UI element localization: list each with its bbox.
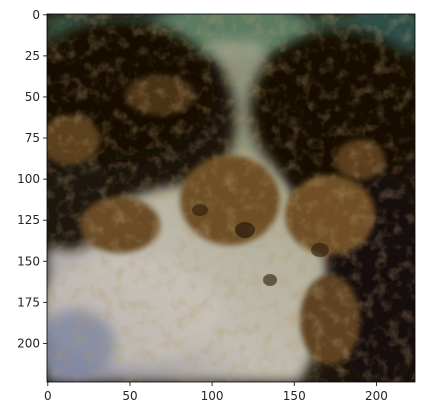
x-tick-label: 0 xyxy=(44,389,52,403)
y-tick-label: 100 xyxy=(17,172,40,186)
photo-image xyxy=(47,14,415,382)
x-tick-label: 100 xyxy=(201,389,224,403)
y-tick-label: 25 xyxy=(25,49,40,63)
y-tick-label: 150 xyxy=(17,254,40,268)
y-tick-label: 175 xyxy=(17,295,40,309)
axes-frame xyxy=(46,13,416,383)
y-tick-label: 125 xyxy=(17,213,40,227)
y-tick-label: 75 xyxy=(25,131,40,145)
y-axis: 0 25 50 75 100 125 150 175 200 xyxy=(17,8,47,350)
y-tick-label: 50 xyxy=(25,90,40,104)
x-axis: 0 50 100 150 200 xyxy=(44,382,388,403)
x-tick-label: 50 xyxy=(122,389,137,403)
x-tick-label: 200 xyxy=(365,389,388,403)
y-tick-label: 0 xyxy=(32,8,40,22)
x-tick-label: 150 xyxy=(283,389,306,403)
y-tick-label: 200 xyxy=(17,336,40,350)
